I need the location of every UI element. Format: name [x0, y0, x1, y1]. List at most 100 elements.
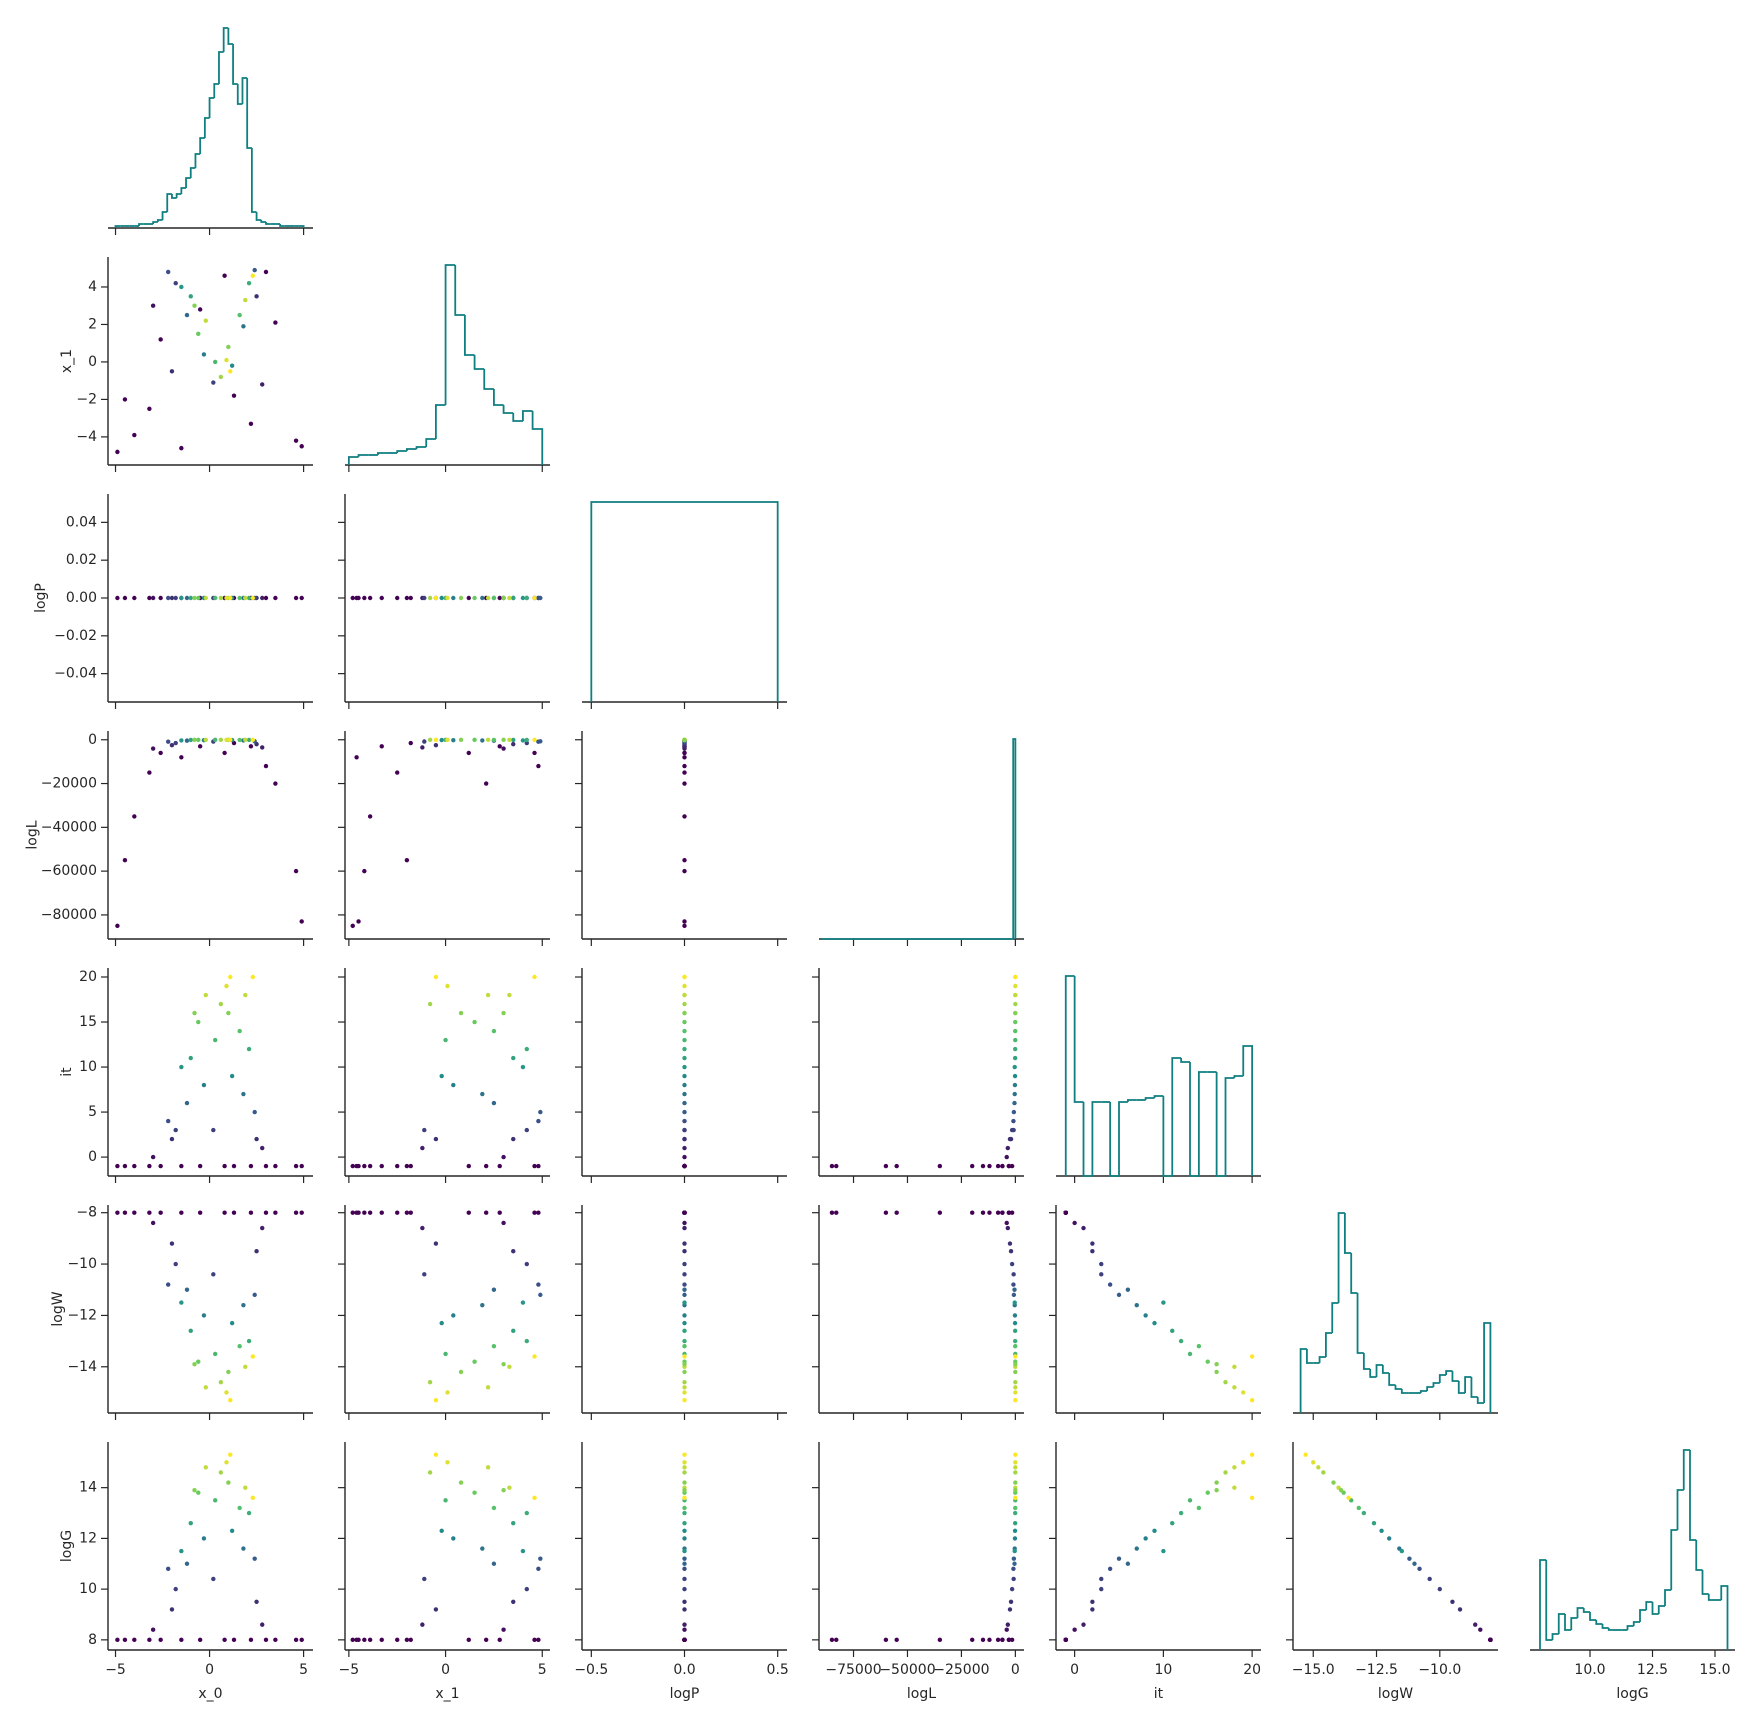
- hist-step: [1476, 1397, 1485, 1404]
- scatter-point: [682, 1369, 687, 1375]
- scatter-point: [682, 1536, 687, 1541]
- scatter-point: [293, 1163, 299, 1169]
- hist-step: [1162, 1096, 1173, 1177]
- scatter-point: [1399, 1548, 1405, 1554]
- scatter-point: [362, 1163, 367, 1169]
- hist-step: [241, 77, 248, 104]
- scatter-point: [682, 1520, 687, 1526]
- x-axis-title: logL: [907, 1686, 936, 1702]
- hist-step: [1664, 1589, 1672, 1606]
- scatter-point: [1011, 1118, 1016, 1124]
- scatter-point: [241, 1302, 246, 1308]
- scatter-point: [252, 267, 257, 273]
- scatter-point: [682, 1576, 687, 1582]
- y-tick-label: 0: [88, 732, 97, 748]
- scatter-point: [165, 739, 171, 744]
- hist-step: [1369, 1369, 1377, 1378]
- scatter-point: [433, 1397, 439, 1403]
- scatter-point: [1232, 1485, 1237, 1490]
- scatter-point: [1437, 1586, 1442, 1592]
- scatter-point: [169, 1241, 175, 1246]
- scatter-point: [458, 1369, 464, 1375]
- scatter-point: [188, 1055, 193, 1061]
- scatter-point: [1063, 1210, 1068, 1215]
- scatter-point: [1012, 1328, 1018, 1334]
- scatter-point: [443, 1037, 448, 1043]
- scatter-point: [188, 1328, 193, 1334]
- scatter-point: [443, 1498, 448, 1503]
- scatter-point: [682, 1561, 687, 1566]
- scatter-point: [184, 1561, 190, 1566]
- scatter-point: [491, 1100, 497, 1106]
- scatter-point: [485, 595, 491, 601]
- scatter-point: [404, 857, 410, 863]
- hist-step: [405, 448, 417, 451]
- scatter-point: [524, 1510, 529, 1516]
- scatter-point: [169, 1136, 175, 1142]
- scatter-point: [511, 1520, 516, 1526]
- scatter-point: [1011, 1576, 1016, 1582]
- hist-step: [1595, 1620, 1603, 1625]
- scatter-point: [1008, 1136, 1014, 1142]
- scatter-point: [1008, 1599, 1014, 1605]
- scatter-point: [1009, 1637, 1015, 1643]
- scatter-point: [682, 983, 687, 989]
- scatter-point: [427, 1379, 433, 1385]
- hist-step: [213, 83, 219, 98]
- scatter-point: [229, 1528, 235, 1533]
- scatter-point: [937, 1210, 943, 1215]
- scatter-point: [970, 1163, 975, 1169]
- hist-step: [522, 410, 533, 421]
- hist-step: [590, 501, 779, 702]
- hist-step: [502, 405, 514, 414]
- scatter-point: [682, 1046, 687, 1052]
- y-tick-label: 20: [79, 969, 97, 985]
- hist-step: [189, 167, 196, 178]
- scatter-point: [226, 1010, 231, 1016]
- scatter-point: [1013, 1390, 1018, 1395]
- scatter-point: [1478, 1627, 1483, 1632]
- scatter-point: [222, 1210, 227, 1215]
- scatter-point: [122, 595, 128, 601]
- scatter-point: [980, 1210, 986, 1215]
- scatter-point: [451, 1536, 456, 1541]
- scatter-point: [682, 1055, 687, 1061]
- scatter-point: [501, 1627, 506, 1632]
- hist-step: [493, 389, 504, 406]
- hist-step: [199, 137, 205, 154]
- scatter-point: [246, 737, 252, 743]
- scatter-point: [532, 974, 537, 980]
- scatter-point: [1012, 1287, 1017, 1292]
- scatter-point: [237, 1344, 242, 1349]
- scatter-point: [682, 1505, 687, 1511]
- scatter-point: [987, 1637, 992, 1643]
- scatter-point: [511, 1328, 516, 1334]
- scatter-point: [1012, 1055, 1018, 1061]
- y-tick-label: 0: [88, 354, 97, 370]
- scatter-point: [485, 992, 491, 998]
- scatter-point: [1081, 1622, 1086, 1627]
- x-axis-title: logP: [670, 1686, 700, 1702]
- scatter-point: [1316, 1465, 1321, 1470]
- scatter-point: [1011, 1109, 1017, 1115]
- scatter-point: [485, 737, 491, 743]
- scatter-point: [682, 1118, 687, 1124]
- scatter-point: [218, 595, 224, 601]
- hist-step: [1388, 1373, 1396, 1386]
- scatter-point: [1011, 1566, 1016, 1572]
- scatter-point: [248, 744, 254, 749]
- hist-step: [473, 355, 485, 370]
- hist-step: [531, 411, 544, 465]
- scatter-point: [682, 919, 687, 924]
- scatter-point: [1116, 1556, 1122, 1561]
- scatter-point: [538, 1109, 543, 1115]
- hist-step: [1707, 1594, 1715, 1601]
- hist-step: [1451, 1371, 1459, 1382]
- scatter-point: [987, 1163, 992, 1169]
- scatter-point: [1013, 974, 1018, 980]
- x-axis-title: x_0: [198, 1686, 222, 1702]
- scatter-point: [243, 992, 248, 998]
- scatter-point: [243, 1364, 248, 1369]
- scatter-point: [682, 1109, 687, 1115]
